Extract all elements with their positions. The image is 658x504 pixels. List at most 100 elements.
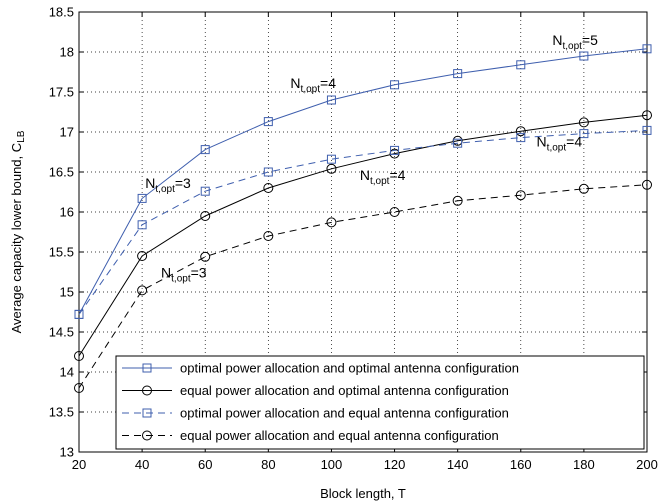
annotation-subscript: t,opt — [171, 274, 191, 285]
data-point-square — [263, 117, 273, 127]
x-tick-label: 120 — [384, 457, 406, 472]
y-tick-label: 16 — [60, 205, 74, 220]
annotation-value: =4 — [320, 75, 336, 91]
data-point-circle — [515, 190, 526, 201]
legend-entry: optimal power allocation and optimal ant… — [180, 361, 519, 376]
legend-entry: optimal power allocation and equal anten… — [180, 406, 509, 421]
y-tick-label: 14 — [60, 365, 74, 380]
data-point-circle — [200, 251, 211, 262]
data-point-circle — [263, 183, 274, 193]
series-lines — [78, 48, 648, 389]
data-point-square — [74, 309, 84, 319]
series-markers-3 — [74, 125, 652, 319]
data-point-square — [263, 167, 273, 177]
y-axis-label-sub: LB — [16, 130, 27, 143]
data-point-square — [642, 125, 652, 135]
y-axis-ticks: 13 13.5 14 14.5 15 15.5 16 16.5 17 17.5 18 18.5 — [49, 5, 647, 460]
x-tick-label: 180 — [573, 457, 595, 472]
legend-entry: equal power allocation and equal antenna… — [180, 428, 499, 443]
data-point-circle — [515, 126, 526, 137]
annotations: Nt,opt=3Nt,opt=4Nt,opt=5Nt,opt=4Nt,opt=4… — [145, 32, 598, 285]
y-tick-label: 15 — [60, 285, 74, 300]
annotation-subscript: t,opt — [370, 176, 390, 187]
annotation-label: Nt,opt=4 — [360, 167, 406, 187]
data-point-square — [142, 408, 152, 418]
data-point-square — [453, 69, 463, 79]
y-tick-label: 13 — [60, 445, 74, 460]
data-point-circle — [452, 195, 463, 206]
series-markers — [74, 44, 652, 393]
y-tick-label: 14.5 — [49, 325, 74, 340]
x-tick-label: 160 — [510, 457, 532, 472]
data-point-circle — [200, 211, 211, 221]
legend-entry: equal power allocation and optimal anten… — [180, 383, 509, 398]
series-line-2 — [78, 114, 648, 357]
data-point-square — [200, 145, 210, 155]
annotation-label: Nt,opt=3 — [145, 175, 191, 195]
plot-frame — [78, 11, 648, 453]
data-point-square — [453, 138, 463, 148]
data-point-circle — [74, 351, 84, 361]
y-tick-label: 18 — [60, 45, 74, 60]
data-point-square — [516, 133, 526, 143]
y-axis-label-main: Average capacity lower bound, C — [9, 143, 24, 334]
annotation-subscript: t,opt — [562, 41, 582, 52]
x-tick-label: 60 — [198, 457, 212, 472]
x-tick-label: 200 — [636, 457, 658, 472]
series-line-1 — [78, 48, 648, 315]
data-point-circle — [326, 217, 337, 228]
series-line-3 — [78, 129, 648, 315]
series-markers-4 — [74, 179, 652, 393]
legend: optimal power allocation and optimal ant… — [115, 355, 645, 450]
annotation-subscript: t,opt — [301, 84, 321, 95]
x-tick-label: 40 — [135, 457, 149, 472]
data-point-circle — [642, 179, 652, 190]
annotation-main: N — [145, 175, 155, 191]
x-axis-label: Block length, T — [320, 486, 406, 501]
annotation-value: =4 — [566, 133, 582, 149]
data-point-circle — [137, 251, 148, 261]
annotation-value: =3 — [191, 265, 207, 281]
data-point-square — [200, 186, 210, 196]
data-point-circle — [389, 207, 400, 217]
legend-box — [115, 355, 645, 450]
annotation-label: Nt,opt=5 — [552, 32, 598, 52]
data-point-square — [579, 129, 589, 139]
annotation-main: N — [537, 133, 547, 149]
data-point-square — [326, 154, 336, 164]
data-point-square — [516, 60, 526, 70]
y-axis-label: Average capacity lower bound, CLB — [9, 130, 27, 333]
x-tick-label: 20 — [72, 457, 86, 472]
data-point-square — [579, 51, 589, 61]
data-point-circle — [137, 285, 148, 296]
data-point-square — [642, 44, 652, 54]
data-point-circle — [142, 385, 152, 396]
x-tick-label: 100 — [321, 457, 343, 472]
y-tick-label: 17.5 — [49, 85, 74, 100]
y-tick-label: 17 — [60, 125, 74, 140]
x-tick-label: 80 — [261, 457, 275, 472]
x-tick-label: 140 — [447, 457, 469, 472]
data-point-square — [326, 95, 336, 105]
y-tick-label: 13.5 — [49, 405, 74, 420]
data-point-square — [390, 80, 400, 90]
annotation-main: N — [290, 75, 300, 91]
data-point-circle — [142, 430, 152, 441]
data-point-square — [390, 145, 400, 155]
annotation-label: Nt,opt=3 — [161, 265, 207, 285]
data-point-square — [137, 193, 147, 203]
data-point-square — [142, 363, 152, 373]
data-point-circle — [74, 383, 84, 393]
annotation-main: N — [360, 167, 370, 183]
annotation-label: Nt,opt=4 — [537, 133, 583, 153]
data-point-circle — [326, 163, 337, 174]
annotation-value: =4 — [389, 167, 405, 183]
annotation-subscript: t,opt — [547, 142, 567, 153]
annotation-subscript: t,opt — [155, 184, 175, 195]
data-point-circle — [578, 183, 589, 194]
data-point-circle — [642, 110, 652, 121]
data-point-circle — [578, 117, 589, 128]
y-tick-label: 16.5 — [49, 165, 74, 180]
data-point-square — [137, 220, 147, 230]
